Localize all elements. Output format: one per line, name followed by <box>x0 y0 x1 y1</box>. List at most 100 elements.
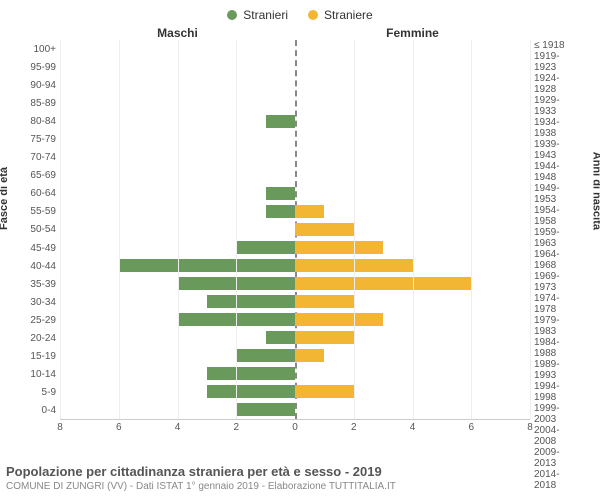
x-tick: 2 <box>351 422 357 433</box>
col-header-right: Femmine <box>295 26 530 40</box>
y-tick-left: 50-54 <box>20 221 56 239</box>
bar-row <box>60 365 530 383</box>
legend-item-male: Stranieri <box>227 8 288 22</box>
bar-male <box>266 205 295 218</box>
y-tick-left: 40-44 <box>20 257 56 275</box>
bar-row <box>60 184 530 202</box>
bar-row <box>60 347 530 365</box>
bar-female <box>295 313 383 326</box>
bar-male <box>266 115 295 128</box>
y-tick-left: 30-34 <box>20 293 56 311</box>
y-tick-right: 1969-1973 <box>534 271 580 293</box>
y-tick-left: 100+ <box>20 40 56 58</box>
y-tick-right: 1949-1953 <box>534 183 580 205</box>
bar-male <box>207 385 295 398</box>
bar-row <box>60 58 530 76</box>
x-tick: 0 <box>292 422 298 433</box>
y-tick-left: 90-94 <box>20 76 56 94</box>
y-tick-labels-left: 100+95-9990-9485-8980-8475-7970-7465-696… <box>0 40 60 420</box>
gridline <box>530 40 531 419</box>
y-tick-left: 25-29 <box>20 311 56 329</box>
bar-male <box>207 295 295 308</box>
y-tick-left: 95-99 <box>20 58 56 76</box>
bar-female <box>295 277 471 290</box>
bar-row <box>60 401 530 419</box>
y-tick-left: 5-9 <box>20 384 56 402</box>
y-tick-right: 1929-1933 <box>534 95 580 117</box>
grid <box>60 40 530 420</box>
legend-item-female: Straniere <box>308 8 373 22</box>
bar-female <box>295 295 354 308</box>
bar-row <box>60 293 530 311</box>
bar-male <box>266 331 295 344</box>
y-tick-left: 10-14 <box>20 366 56 384</box>
legend-label: Stranieri <box>243 8 288 22</box>
column-headers: Maschi Femmine <box>0 26 600 40</box>
plot-area: Fasce di età Anni di nascita 100+95-9990… <box>0 40 600 420</box>
chart-container: Stranieri Straniere Maschi Femmine Fasce… <box>0 0 600 500</box>
x-tick: 6 <box>468 422 474 433</box>
bar-row <box>60 94 530 112</box>
gridline <box>413 40 414 419</box>
gridline <box>354 40 355 419</box>
bar-female <box>295 205 324 218</box>
y-tick-left: 15-19 <box>20 348 56 366</box>
y-tick-right: 1924-1928 <box>534 73 580 95</box>
bar-row <box>60 220 530 238</box>
legend: Stranieri Straniere <box>0 0 600 26</box>
bar-male <box>119 259 295 272</box>
x-axis: 864202468 <box>0 422 600 436</box>
bar-row <box>60 239 530 257</box>
y-tick-right: 1984-1988 <box>534 337 580 359</box>
circle-icon <box>308 10 318 20</box>
y-tick-right: 1934-1938 <box>534 117 580 139</box>
y-tick-right: ≤ 1918 <box>534 40 580 51</box>
y-tick-right: 1944-1948 <box>534 161 580 183</box>
col-header-left: Maschi <box>60 26 295 40</box>
y-tick-right: 1999-2003 <box>534 403 580 425</box>
bar-row <box>60 329 530 347</box>
x-tick: 2 <box>233 422 239 433</box>
bar-female <box>295 223 354 236</box>
bar-male <box>236 349 295 362</box>
x-tick: 4 <box>410 422 416 433</box>
bar-row <box>60 148 530 166</box>
bar-male <box>207 367 295 380</box>
y-tick-right: 1919-1923 <box>534 51 580 73</box>
legend-label: Straniere <box>324 8 373 22</box>
bar-row <box>60 112 530 130</box>
bars-layer <box>60 40 530 419</box>
bar-male <box>266 187 295 200</box>
bar-row <box>60 166 530 184</box>
y-tick-left: 45-49 <box>20 239 56 257</box>
y-tick-right: 1939-1943 <box>534 139 580 161</box>
y-tick-right: 1964-1968 <box>534 249 580 271</box>
y-tick-left: 80-84 <box>20 112 56 130</box>
bar-row <box>60 130 530 148</box>
bar-row <box>60 311 530 329</box>
y-tick-right: 1959-1963 <box>534 227 580 249</box>
circle-icon <box>227 10 237 20</box>
bar-female <box>295 385 354 398</box>
x-tick-labels: 864202468 <box>60 422 530 436</box>
y-tick-left: 70-74 <box>20 149 56 167</box>
x-tick: 4 <box>175 422 181 433</box>
bar-row <box>60 275 530 293</box>
chart-subtitle: COMUNE DI ZUNGRI (VV) - Dati ISTAT 1° ge… <box>6 481 594 492</box>
gridline <box>236 40 237 419</box>
bar-female <box>295 349 324 362</box>
footer: Popolazione per cittadinanza straniera p… <box>6 464 594 492</box>
bar-male <box>236 403 295 416</box>
y-tick-left: 55-59 <box>20 203 56 221</box>
chart-title: Popolazione per cittadinanza straniera p… <box>6 464 594 479</box>
y-tick-labels-right: ≤ 19181919-19231924-19281929-19331934-19… <box>530 40 600 420</box>
bar-row <box>60 257 530 275</box>
y-tick-left: 0-4 <box>20 402 56 420</box>
y-tick-right: 2004-2008 <box>534 425 580 447</box>
bar-row <box>60 383 530 401</box>
y-tick-right: 1989-1993 <box>534 359 580 381</box>
y-tick-left: 35-39 <box>20 275 56 293</box>
x-tick: 8 <box>527 422 533 433</box>
y-tick-right: 1979-1983 <box>534 315 580 337</box>
x-tick: 6 <box>116 422 122 433</box>
